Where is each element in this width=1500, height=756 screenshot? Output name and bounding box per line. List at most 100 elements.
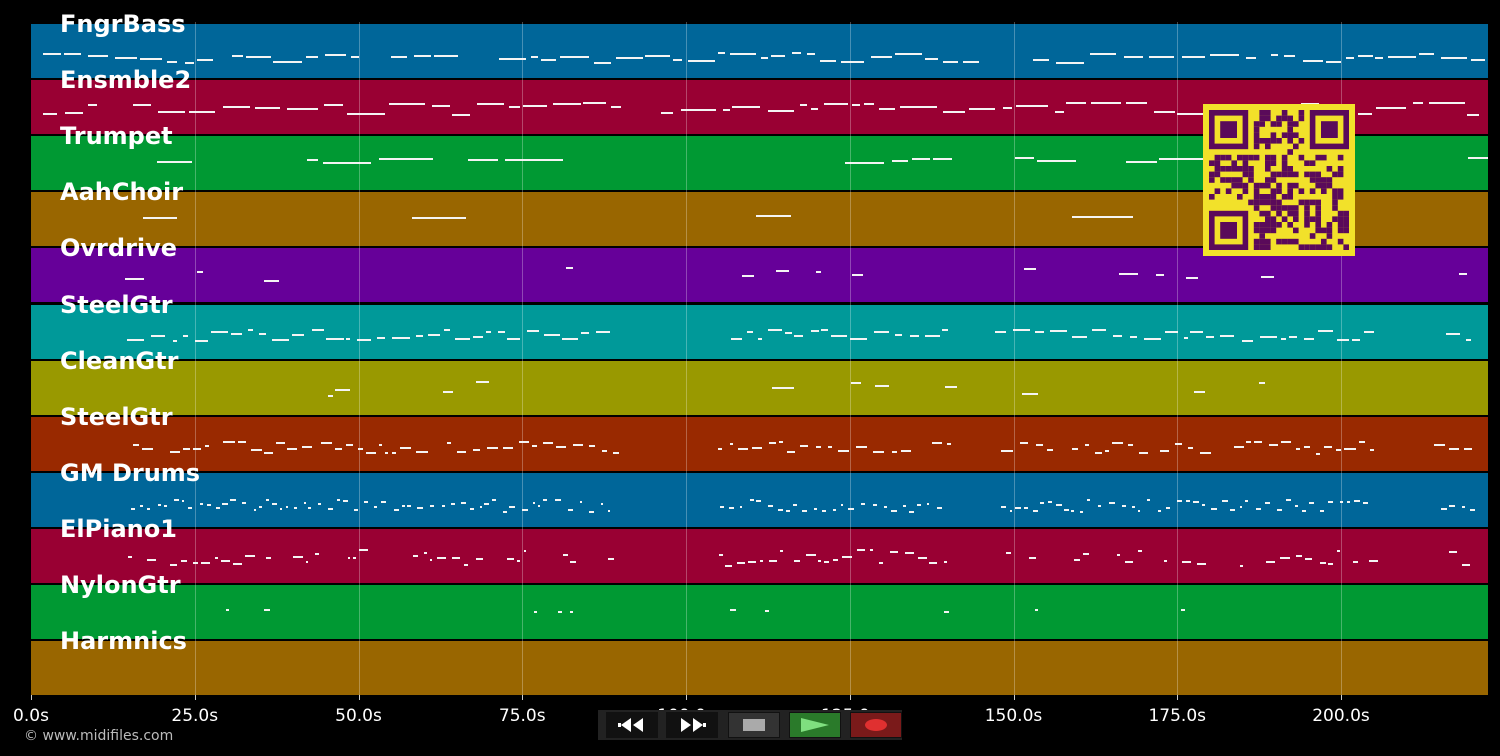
note-bar <box>801 510 807 513</box>
note-bar <box>334 448 343 451</box>
note-bar <box>509 505 516 508</box>
note-bar <box>818 560 822 562</box>
record-icon <box>865 719 887 731</box>
note-bar <box>851 103 861 106</box>
note-bar <box>723 109 731 112</box>
note-bar <box>1419 53 1435 56</box>
note-bar <box>1073 559 1080 562</box>
note-bar <box>479 505 482 508</box>
note-bar <box>451 503 456 506</box>
note-bar <box>1194 391 1206 394</box>
note-bar <box>1316 452 1321 455</box>
note-bar <box>1304 338 1315 341</box>
note-bar <box>1375 56 1383 59</box>
note-bar <box>832 509 836 512</box>
note-bar <box>1388 56 1416 59</box>
note-bar <box>612 452 619 455</box>
track-lane[interactable] <box>31 472 1488 527</box>
note-bar <box>816 445 822 448</box>
note-bar <box>1123 55 1143 58</box>
note-bar <box>1000 506 1006 509</box>
grid-line <box>686 22 687 695</box>
note-bar <box>443 391 453 394</box>
note-bar <box>1015 157 1034 160</box>
note-bar <box>874 384 889 387</box>
note-bar <box>306 56 319 59</box>
fast-forward-icon <box>681 718 706 732</box>
note-bar <box>908 510 915 513</box>
note-bar <box>1182 560 1191 563</box>
note-bar <box>718 448 723 451</box>
track-lane[interactable] <box>31 416 1488 471</box>
note-bar <box>378 443 383 446</box>
note-bar <box>807 53 816 56</box>
note-bar <box>942 61 958 64</box>
grid-line <box>522 22 524 695</box>
note-bar <box>242 502 246 505</box>
note-bar <box>1185 276 1199 279</box>
note-bar <box>767 505 773 508</box>
note-bar <box>230 499 236 502</box>
note-bar <box>248 329 253 332</box>
rewind-button[interactable] <box>606 712 658 738</box>
note-bar <box>196 271 204 274</box>
note-bar <box>552 103 582 106</box>
track-lane[interactable] <box>31 360 1488 415</box>
note-bar <box>794 334 803 337</box>
note-bar <box>1265 502 1270 505</box>
grid-line <box>1177 22 1179 695</box>
track-lane[interactable] <box>31 304 1488 359</box>
track-lane[interactable] <box>31 24 1488 78</box>
note-bar <box>567 509 574 512</box>
note-bar <box>1089 52 1116 55</box>
note-bar <box>204 444 210 447</box>
track-lane[interactable] <box>31 528 1488 583</box>
note-bar <box>1354 500 1360 503</box>
note-bar <box>1029 556 1036 559</box>
record-button[interactable] <box>850 712 902 738</box>
grid-line <box>849 22 851 695</box>
note-bar <box>1260 276 1275 279</box>
note-bar <box>776 270 789 273</box>
note-bar <box>124 278 144 281</box>
note-bar <box>769 560 777 563</box>
note-bar <box>1319 562 1327 565</box>
note-bar <box>540 59 557 62</box>
fast-forward-button[interactable] <box>666 712 718 738</box>
note-bar <box>910 335 919 338</box>
note-bar <box>890 551 899 554</box>
track-lane[interactable] <box>31 585 1488 639</box>
note-bar <box>1283 55 1296 58</box>
track-lane[interactable] <box>31 641 1488 696</box>
time-tick-label: 200.0s <box>1312 706 1370 726</box>
track-lane[interactable] <box>31 248 1488 303</box>
note-bar <box>1323 445 1332 448</box>
note-bar <box>1085 444 1090 447</box>
grid-line <box>1341 22 1342 695</box>
note-bar <box>484 503 490 506</box>
note-bar <box>87 103 97 106</box>
note-bar <box>245 554 256 557</box>
note-bar <box>1157 509 1161 512</box>
note-bar <box>1146 498 1151 501</box>
play-button[interactable] <box>789 712 841 738</box>
note-bar <box>572 444 583 447</box>
note-bar <box>968 107 996 110</box>
note-bar <box>43 112 57 115</box>
grid-line <box>1013 22 1015 695</box>
note-bar <box>531 445 537 448</box>
note-bar <box>1369 449 1375 452</box>
note-bar <box>771 387 795 390</box>
note-bar <box>1254 440 1262 443</box>
stop-button[interactable] <box>728 712 780 738</box>
note-bar <box>1098 505 1102 508</box>
note-bar <box>831 334 848 337</box>
note-bar <box>946 443 952 446</box>
note-bar <box>1127 444 1133 447</box>
note-bar <box>1340 500 1344 503</box>
note-bar <box>872 503 877 506</box>
note-bar <box>400 446 411 449</box>
note-bar <box>769 441 777 444</box>
note-bar <box>933 157 952 160</box>
note-bar <box>307 158 318 161</box>
